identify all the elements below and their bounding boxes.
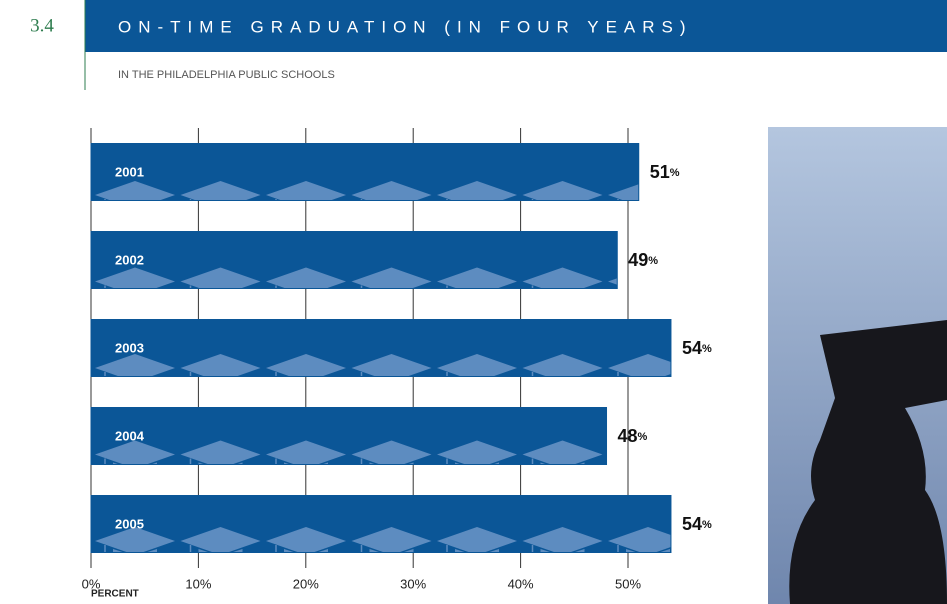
value-label: 54%: [682, 338, 712, 358]
x-tick-label: 20%: [293, 576, 319, 591]
bar: [90, 319, 672, 377]
bar: [90, 143, 640, 201]
category-label: 2005: [115, 516, 144, 531]
x-tick-label: 50%: [615, 576, 641, 591]
section-number: 3.4: [30, 15, 54, 36]
photo: [768, 127, 947, 604]
x-tick-label: 10%: [185, 576, 211, 591]
x-axis-label: PERCENT: [91, 589, 139, 600]
category-label: 2004: [115, 428, 145, 443]
x-tick-label: 0%: [82, 576, 101, 591]
category-label: 2003: [115, 340, 144, 355]
bar: [90, 231, 618, 289]
value-label: 51%: [650, 162, 680, 182]
value-label: 48%: [618, 426, 648, 446]
x-tick-label: 30%: [400, 576, 426, 591]
category-label: 2002: [115, 252, 144, 267]
chart-subtitle: IN THE PHILADELPHIA PUBLIC SCHOOLS: [118, 69, 335, 81]
bar: [90, 495, 672, 553]
value-label: 54%: [682, 514, 712, 534]
header-bar: [85, 0, 947, 52]
x-tick-label: 40%: [508, 576, 534, 591]
value-label: 49%: [628, 250, 658, 270]
bar: [90, 407, 608, 465]
category-label: 2001: [115, 164, 144, 179]
chart-title: ON-TIME GRADUATION (IN FOUR YEARS): [118, 17, 693, 36]
